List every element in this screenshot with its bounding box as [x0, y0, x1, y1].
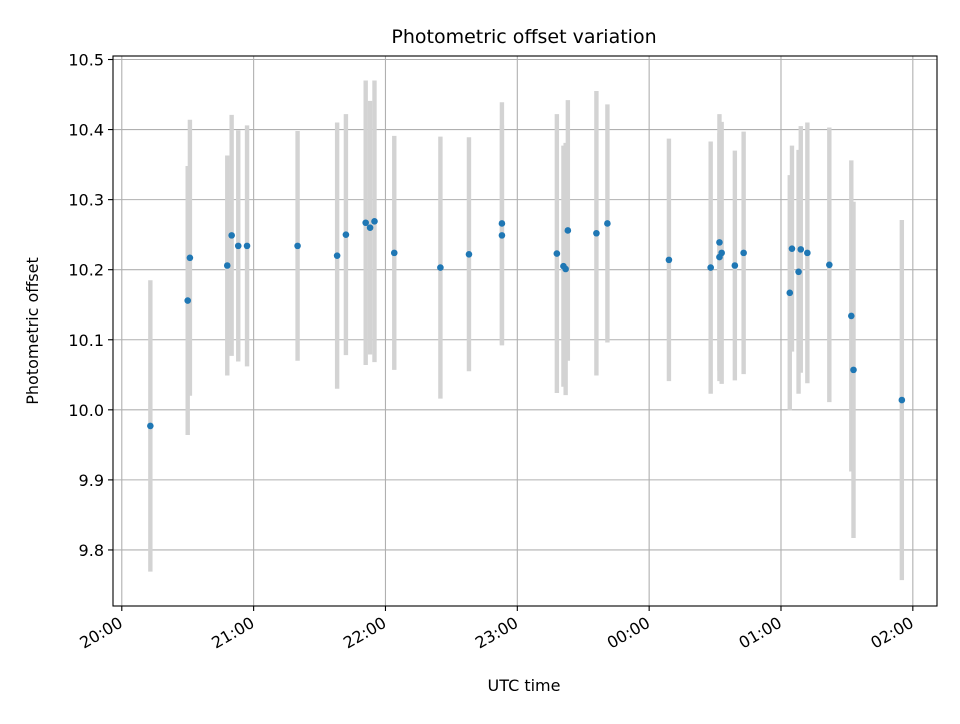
data-point — [564, 227, 572, 234]
x-tick-label: 21:00 — [208, 613, 257, 653]
data-point — [362, 219, 369, 227]
x-axis-label: UTC time — [488, 676, 561, 695]
data-point — [234, 242, 242, 250]
y-tick-label: 10.3 — [68, 191, 104, 210]
data-point — [665, 256, 673, 264]
data-point — [804, 249, 811, 257]
data-point — [786, 289, 794, 297]
data-point — [797, 246, 805, 253]
data-point — [848, 312, 855, 320]
data-point — [223, 262, 231, 269]
x-tick-label: 22:00 — [340, 613, 389, 653]
plot-frame — [112, 55, 938, 607]
x-tick-label: 23:00 — [472, 613, 521, 653]
y-tick-label: 10.5 — [68, 51, 104, 70]
data-point — [465, 250, 473, 258]
data-point — [850, 366, 857, 374]
data-point — [371, 218, 378, 225]
y-tick-label: 10.2 — [68, 261, 104, 280]
data-point — [498, 220, 506, 227]
data-point — [333, 252, 341, 259]
x-tick-label: 00:00 — [604, 613, 653, 653]
data-point — [788, 245, 796, 252]
data-point — [898, 396, 906, 404]
x-tick-label: 01:00 — [736, 613, 785, 653]
y-tick-label: 9.9 — [79, 471, 104, 490]
x-axis-ticks: 20:00 21:00 22:00 23:00 00:00 01:00 02:00 — [76, 606, 917, 653]
chart-title: Photometric offset variation — [391, 26, 656, 48]
y-tick-label: 10.4 — [68, 121, 104, 140]
data-point — [604, 220, 611, 227]
data-point — [826, 261, 833, 269]
data-point — [186, 254, 194, 262]
x-tick-label: 02:00 — [867, 613, 916, 653]
data-point — [553, 250, 561, 257]
data-point — [562, 265, 569, 273]
x-tick-label: 20:00 — [76, 613, 125, 653]
error-bars — [148, 80, 905, 581]
y-tick-label: 10.1 — [68, 331, 104, 350]
data-point — [593, 229, 600, 237]
data-point — [498, 232, 506, 239]
data-point — [243, 242, 251, 250]
data-point — [228, 232, 235, 239]
data-point — [795, 268, 802, 276]
y-axis-ticks: 9.8 9.9 10.0 10.1 10.2 10.3 10.4 10.5 — [68, 51, 113, 560]
y-tick-label: 10.0 — [68, 401, 104, 420]
data-point — [147, 422, 154, 430]
data-point — [707, 264, 714, 271]
data-point — [390, 249, 398, 257]
data-point — [366, 224, 374, 231]
data-point — [294, 242, 301, 250]
y-axis-label: Photometric offset — [23, 257, 42, 405]
y-tick-label: 9.8 — [79, 541, 104, 560]
data-point — [740, 249, 747, 257]
data-point — [342, 231, 350, 238]
data-point — [184, 297, 192, 304]
data-point — [716, 239, 723, 246]
data-point — [731, 262, 739, 269]
data-point — [718, 249, 725, 257]
data-point — [437, 264, 444, 271]
data-points — [147, 218, 906, 430]
